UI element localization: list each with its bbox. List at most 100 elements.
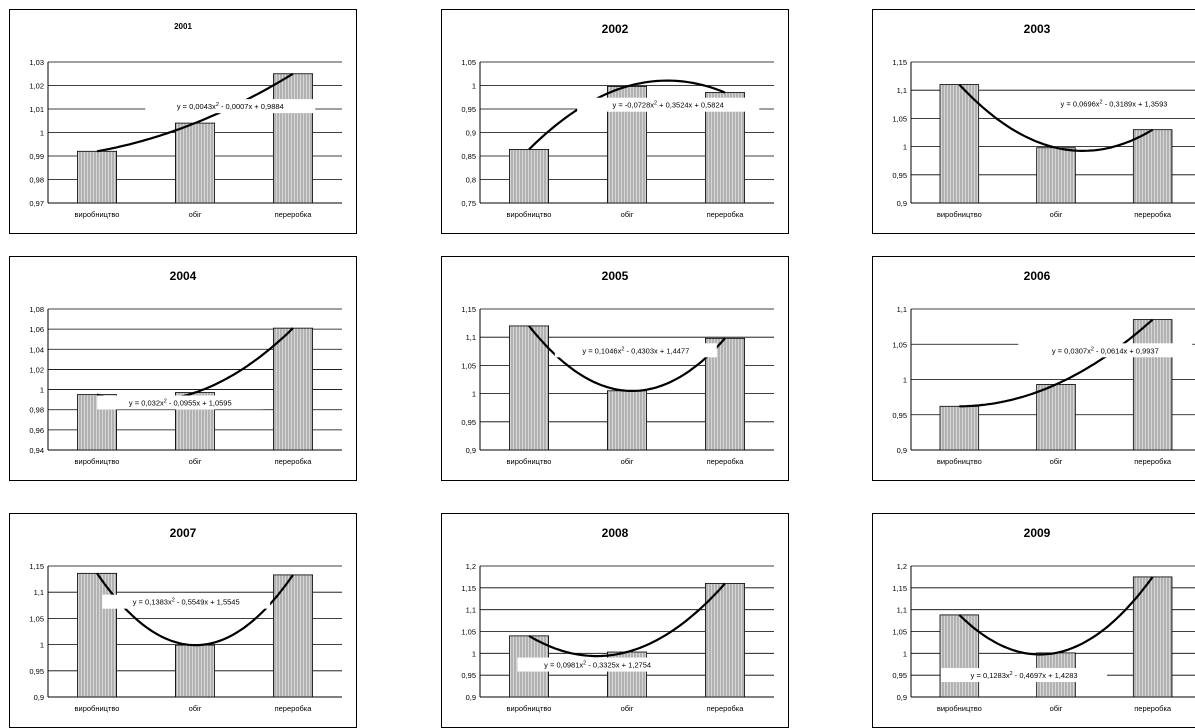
y-tick-label: 0,95 bbox=[892, 411, 907, 420]
y-tick-label: 0,9 bbox=[897, 446, 907, 455]
trend-line bbox=[528, 325, 726, 392]
x-tick-label: виробництво bbox=[937, 457, 982, 466]
bar bbox=[272, 327, 313, 451]
x-tick-label: переробка bbox=[707, 704, 745, 713]
y-tick-label: 1 bbox=[903, 649, 907, 658]
trendline-label-bg bbox=[517, 657, 678, 672]
trendline-label-bg bbox=[97, 395, 264, 410]
trendline-equation: y = -0,0728x2 + 0,3524x + 0,5824 bbox=[613, 101, 724, 110]
y-tick-label: 0,96 bbox=[29, 426, 44, 435]
y-tick-label: 1,15 bbox=[892, 584, 907, 593]
chart-2008: 2008 0,9 0,95 1 1,05 1,1 1,15 1,2 виробництво об… bbox=[441, 513, 789, 728]
x-tick-label: переробка bbox=[1134, 210, 1172, 219]
trendline-equation: y = 0,032x2 - 0,0955x + 1,0595 bbox=[129, 398, 232, 407]
y-tick-label: 1,2 bbox=[897, 562, 907, 571]
y-tick-label: 0,94 bbox=[29, 446, 44, 455]
y-tick-label: 1 bbox=[472, 649, 476, 658]
y-tick-label: 1,05 bbox=[892, 114, 907, 123]
chart-plot: 0,9 0,95 1 1,05 1,1 1,15 виробництво обіг переро… bbox=[29, 562, 342, 713]
chart-plot: 0,9 0,95 1 1,05 1,1 1,15 виробництво обіг переро… bbox=[461, 305, 774, 466]
y-tick-label: 1,1 bbox=[466, 333, 476, 342]
trendline-equation: y = 0,0043x2 - 0,0007x + 0,9884 bbox=[177, 102, 284, 111]
y-tick-label: 1 bbox=[472, 390, 476, 399]
trend-line bbox=[528, 79, 726, 151]
chart-2001: 2001 0,97 0,98 0,99 1 1,01 1,02 1,03 виробництв… bbox=[9, 9, 357, 234]
y-tick-label: 0,9 bbox=[466, 129, 476, 138]
x-tick-label: обіг bbox=[189, 704, 202, 713]
trend-line bbox=[96, 572, 294, 647]
x-tick-label: обіг bbox=[621, 457, 634, 466]
bar bbox=[509, 325, 550, 451]
y-tick-label: 0,9 bbox=[34, 693, 44, 702]
y-tick-label: 1,05 bbox=[29, 614, 44, 623]
x-tick-label: обіг bbox=[189, 210, 202, 219]
x-tick-label: обіг bbox=[1050, 704, 1063, 713]
bar bbox=[606, 390, 647, 451]
y-tick-label: 1,02 bbox=[29, 82, 44, 91]
y-tick-label: 1,06 bbox=[29, 325, 44, 334]
y-tick-label: 1,05 bbox=[892, 340, 907, 349]
x-tick-label: переробка bbox=[275, 457, 313, 466]
y-tick-label: 1,01 bbox=[29, 105, 44, 114]
trendline-equation: y = 0,1283x2 - 0,4697x + 1,4283 bbox=[971, 671, 1078, 680]
chart-title: 2007 bbox=[169, 526, 197, 540]
trendline-equation: y = 0,0981x2 - 0,3325x + 1,2754 bbox=[544, 661, 651, 670]
x-tick-label: обіг bbox=[621, 210, 634, 219]
chart-title: 2003 bbox=[1023, 22, 1051, 36]
x-tick-label: виробництво bbox=[507, 210, 552, 219]
x-tick-label: переробка bbox=[1134, 457, 1172, 466]
x-tick-label: переробка bbox=[275, 210, 313, 219]
y-tick-label: 1,15 bbox=[29, 562, 44, 571]
y-tick-label: 0,99 bbox=[29, 152, 44, 161]
x-tick-label: обіг bbox=[1050, 457, 1063, 466]
chart-plot: 0,94 0,96 0,98 1 1,02 1,04 1,06 1,08 виробництво… bbox=[29, 305, 342, 466]
y-tick-label: 0,95 bbox=[461, 671, 476, 680]
chart-2009: 2009 0,9 0,95 1 1,05 1,1 1,15 1,2 виробництво об… bbox=[872, 513, 1195, 728]
y-tick-label: 0,97 bbox=[29, 199, 44, 208]
trendline-equation: y = 0,1383x2 - 0,5549x + 1,5545 bbox=[133, 598, 240, 607]
y-tick-label: 1,05 bbox=[461, 58, 476, 67]
x-tick-label: виробництво bbox=[75, 704, 120, 713]
trendline-label-bg bbox=[554, 343, 717, 358]
bar bbox=[939, 84, 980, 204]
x-tick-label: обіг bbox=[1050, 210, 1063, 219]
x-tick-label: переробка bbox=[275, 704, 313, 713]
chart-title: 2008 bbox=[601, 526, 629, 540]
y-tick-label: 1,1 bbox=[34, 588, 44, 597]
trendline-label-bg bbox=[102, 594, 271, 609]
y-tick-label: 0,95 bbox=[461, 418, 476, 427]
chart-2007: 2007 0,9 0,95 1 1,05 1,1 1,15 виробництво обіг п… bbox=[9, 513, 357, 728]
y-tick-label: 1,05 bbox=[461, 361, 476, 370]
trendline-equation: y = 0,1046x2 - 0,4303x + 1,4477 bbox=[582, 346, 689, 355]
trend-line bbox=[528, 582, 726, 658]
y-tick-label: 1,1 bbox=[897, 86, 907, 95]
bar bbox=[704, 583, 745, 698]
y-tick-label: 1,15 bbox=[461, 305, 476, 314]
x-tick-label: виробництво bbox=[75, 210, 120, 219]
x-tick-label: виробництво bbox=[75, 457, 120, 466]
chart-plot: 0,9 0,95 1 1,05 1,1 1,15 1,2 виробництво обіг пер… bbox=[892, 562, 1195, 713]
trendline-label-bg bbox=[941, 668, 1108, 683]
x-tick-label: переробка bbox=[707, 210, 745, 219]
trendline-equation: y = 0,0307x2 - 0,0614x + 0,9937 bbox=[1052, 346, 1159, 355]
y-tick-label: 1,03 bbox=[29, 58, 44, 67]
y-tick-label: 0,8 bbox=[466, 176, 476, 185]
chart-title: 2005 bbox=[601, 269, 629, 283]
bar bbox=[939, 405, 980, 451]
bar bbox=[1132, 129, 1173, 204]
trendline-label-bg bbox=[1031, 96, 1195, 111]
x-tick-label: виробництво bbox=[937, 704, 982, 713]
bar bbox=[1036, 384, 1076, 451]
bar bbox=[1132, 319, 1173, 451]
y-tick-label: 0,98 bbox=[29, 176, 44, 185]
chart-plot: 0,75 0,8 0,85 0,9 0,95 1 1,05 виробництво обіг пе… bbox=[461, 58, 774, 219]
chart-title: 2009 bbox=[1023, 526, 1051, 540]
bar bbox=[272, 574, 313, 698]
x-tick-label: обіг bbox=[189, 457, 202, 466]
y-tick-label: 1 bbox=[40, 641, 44, 650]
chart-plot: 0,97 0,98 0,99 1 1,01 1,02 1,03 виробництво обіг… bbox=[29, 58, 342, 219]
y-tick-label: 0,9 bbox=[466, 446, 476, 455]
trendline-label-bg bbox=[577, 97, 760, 112]
y-tick-label: 0,95 bbox=[892, 171, 907, 180]
chart-2002: 2002 0,75 0,8 0,85 0,9 0,95 1 1,05 виробництво о… bbox=[441, 9, 789, 234]
